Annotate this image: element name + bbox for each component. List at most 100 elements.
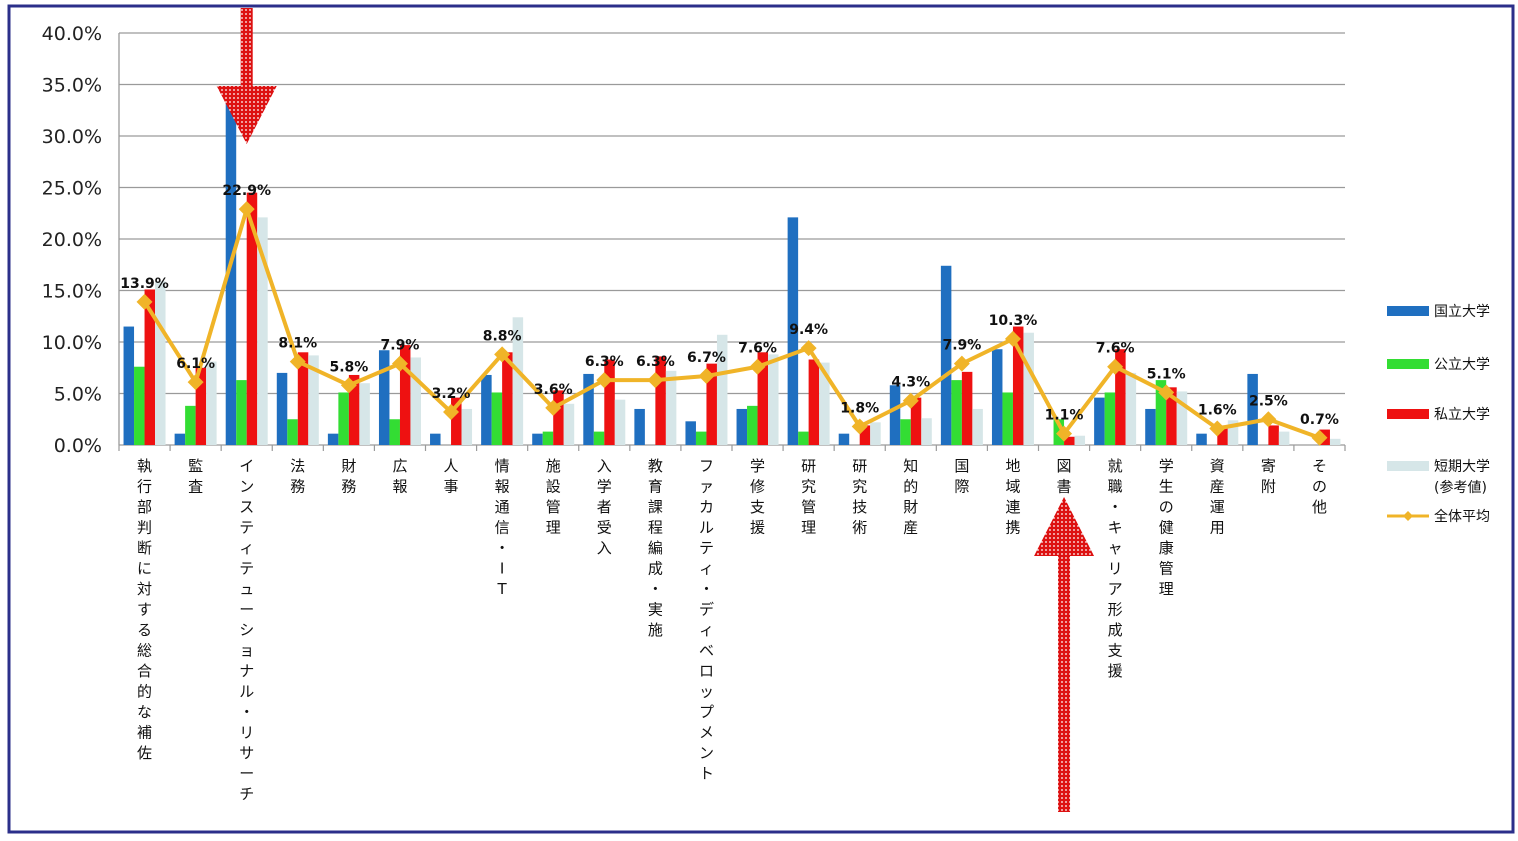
y-tick-label: 30.0% <box>42 126 102 148</box>
average-marker <box>647 372 664 389</box>
frame-border <box>7 4 1515 834</box>
average-marker <box>1260 411 1277 428</box>
bar-1 <box>532 433 543 445</box>
category-label: 広報 <box>392 457 407 496</box>
bar-2 <box>185 405 196 445</box>
bar-4 <box>665 370 677 445</box>
category-label: 国際 <box>954 457 969 496</box>
y-tick-label: 20.0% <box>42 229 102 251</box>
bar-4 <box>1278 431 1290 445</box>
bar-1 <box>634 408 645 445</box>
bar-2 <box>798 431 809 445</box>
bar-2 <box>695 431 707 445</box>
y-tick-label: 40.0% <box>42 23 102 45</box>
average-marker <box>136 293 153 310</box>
bar-4 <box>716 334 728 445</box>
bar-1 <box>1196 433 1207 445</box>
average-data-label: 7.6% <box>1096 341 1135 357</box>
average-marker <box>289 353 306 370</box>
category-label: 図書 <box>1057 457 1072 496</box>
category-label: 学修支援 <box>750 457 765 537</box>
bar-3 <box>195 367 207 445</box>
average-data-label: 5.1% <box>1147 366 1186 382</box>
bar-3 <box>655 356 666 445</box>
bar-4 <box>563 403 575 445</box>
category-label: 監査 <box>188 457 203 496</box>
average-marker <box>1107 358 1124 375</box>
y-tick-label: 25.0% <box>42 178 102 200</box>
bar-1 <box>787 217 799 445</box>
average-data-label: 1.1% <box>1045 408 1084 424</box>
bar-2 <box>1002 392 1013 445</box>
category-label: 施設管理 <box>546 457 561 537</box>
bar-3 <box>297 352 309 445</box>
legend-swatch <box>1387 409 1429 419</box>
bar-4 <box>308 355 319 445</box>
bar-4 <box>410 357 421 445</box>
y-tick-label: 0.0% <box>54 435 102 457</box>
average-marker <box>391 355 408 372</box>
average-data-label: 4.3% <box>891 375 930 391</box>
bar-3 <box>1115 349 1126 445</box>
bar-1 <box>838 433 850 445</box>
legend-swatch <box>1387 461 1429 471</box>
average-data-label: 10.3% <box>989 313 1038 329</box>
bar-4 <box>921 418 932 445</box>
legend-marker <box>1403 511 1413 521</box>
bar-1 <box>327 433 339 445</box>
arrow-down-annotation <box>216 8 277 144</box>
average-marker <box>851 418 868 435</box>
bar-1 <box>583 373 594 445</box>
legend-label: 国立大学 <box>1434 304 1490 320</box>
bar-3 <box>1268 425 1279 445</box>
bar-4 <box>768 354 779 445</box>
bar-3 <box>808 359 820 445</box>
bar-4 <box>512 317 524 445</box>
bar-4 <box>614 399 626 445</box>
average-data-label: 1.8% <box>840 400 879 416</box>
category-label: 地域連携 <box>1005 457 1020 537</box>
bar-3 <box>1064 436 1075 445</box>
legend-label: 短期大学(参考値) <box>1434 459 1490 496</box>
bar-2 <box>491 392 503 445</box>
average-data-label: 8.1% <box>278 336 317 352</box>
bar-3 <box>1217 425 1228 445</box>
average-data-label: 2.5% <box>1249 393 1288 409</box>
bar-1 <box>1247 373 1258 445</box>
bar-4 <box>1125 372 1137 445</box>
bar-3 <box>961 371 973 445</box>
average-data-labels: 13.9% 6.1% 22.9% 8.1% 5.8% 7.9% 3.2% 8.8% 3.6% 6.… <box>120 183 1339 428</box>
average-data-label: 13.9% <box>120 276 169 292</box>
bar-2 <box>900 419 911 445</box>
bar-1 <box>940 265 952 445</box>
annotation-arrows <box>216 8 1095 812</box>
average-marker <box>1209 420 1226 437</box>
category-label: 人事 <box>444 457 459 496</box>
bar-3 <box>246 192 258 445</box>
average-data-label: 7.9% <box>381 338 420 354</box>
average-marker <box>443 404 460 421</box>
average-marker <box>1311 429 1328 446</box>
average-line-path <box>142 207 1321 440</box>
average-data-label: 6.7% <box>687 350 726 366</box>
bar-4 <box>155 281 166 445</box>
average-data-label: 5.8% <box>329 359 368 375</box>
average-marker <box>1056 425 1073 442</box>
average-data-label: 7.9% <box>942 338 981 354</box>
category-label: 研究管理 <box>801 457 816 537</box>
bar-1 <box>378 350 390 445</box>
bar-3 <box>553 390 564 445</box>
average-marker <box>187 374 204 391</box>
category-label: 財務 <box>341 457 356 496</box>
category-label: 学生の健康管理 <box>1159 457 1174 598</box>
average-marker <box>238 201 255 218</box>
bar-1 <box>1145 408 1156 445</box>
category-label: インスティテューショナル・リサーチ <box>239 457 254 803</box>
average-data-label: 3.2% <box>432 386 471 402</box>
gridlines <box>118 32 1346 451</box>
average-marker <box>698 367 715 384</box>
bar-3 <box>502 352 513 445</box>
bar-1 <box>991 349 1003 445</box>
